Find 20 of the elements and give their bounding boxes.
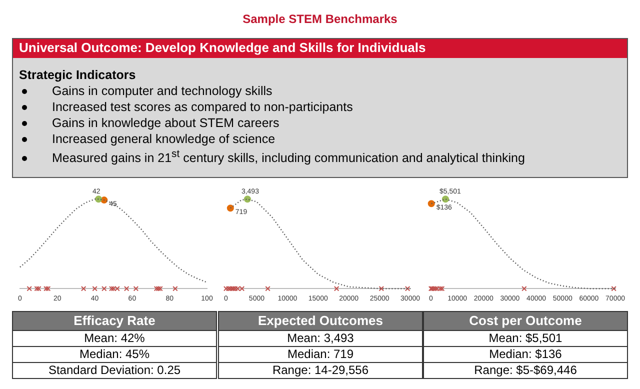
x-axis-title: Cost per Outcome [423, 311, 628, 331]
text: Gains in knowledge about STEM careers [51, 115, 280, 131]
x-axis-title: Expected Outcomes [218, 311, 423, 331]
text: Measured gains in 21$^{st}$ century skills, including communication and analytical thinking [51, 148, 526, 166]
text: Mean: $5,501 [423, 331, 628, 347]
text: Universal Outcome: Develop Knowledge and Skills for Individuals [13, 39, 627, 58]
text: Median: $136 [423, 347, 628, 363]
text: Increased test scores as compared to non-participants [51, 99, 354, 115]
text: Strategic Indicators [19, 67, 137, 83]
text: Gains in computer and technology skills [51, 83, 274, 99]
text: Median: 719 [218, 347, 423, 363]
text: Mean: 3,493 [218, 331, 423, 347]
text: Range: 14-29,556 [218, 363, 423, 379]
text: Range: $5-$69,446 [423, 363, 628, 379]
x-axis-title: Efficacy Rate [12, 311, 217, 331]
text: Sample STEM Benchmarks [242, 12, 398, 26]
text: Mean: 42% [12, 331, 217, 347]
text: Median: 45% [12, 347, 217, 363]
text: Standard Deviation: 0.25 [12, 363, 217, 379]
text: Increased general knowledge of science [51, 131, 276, 147]
